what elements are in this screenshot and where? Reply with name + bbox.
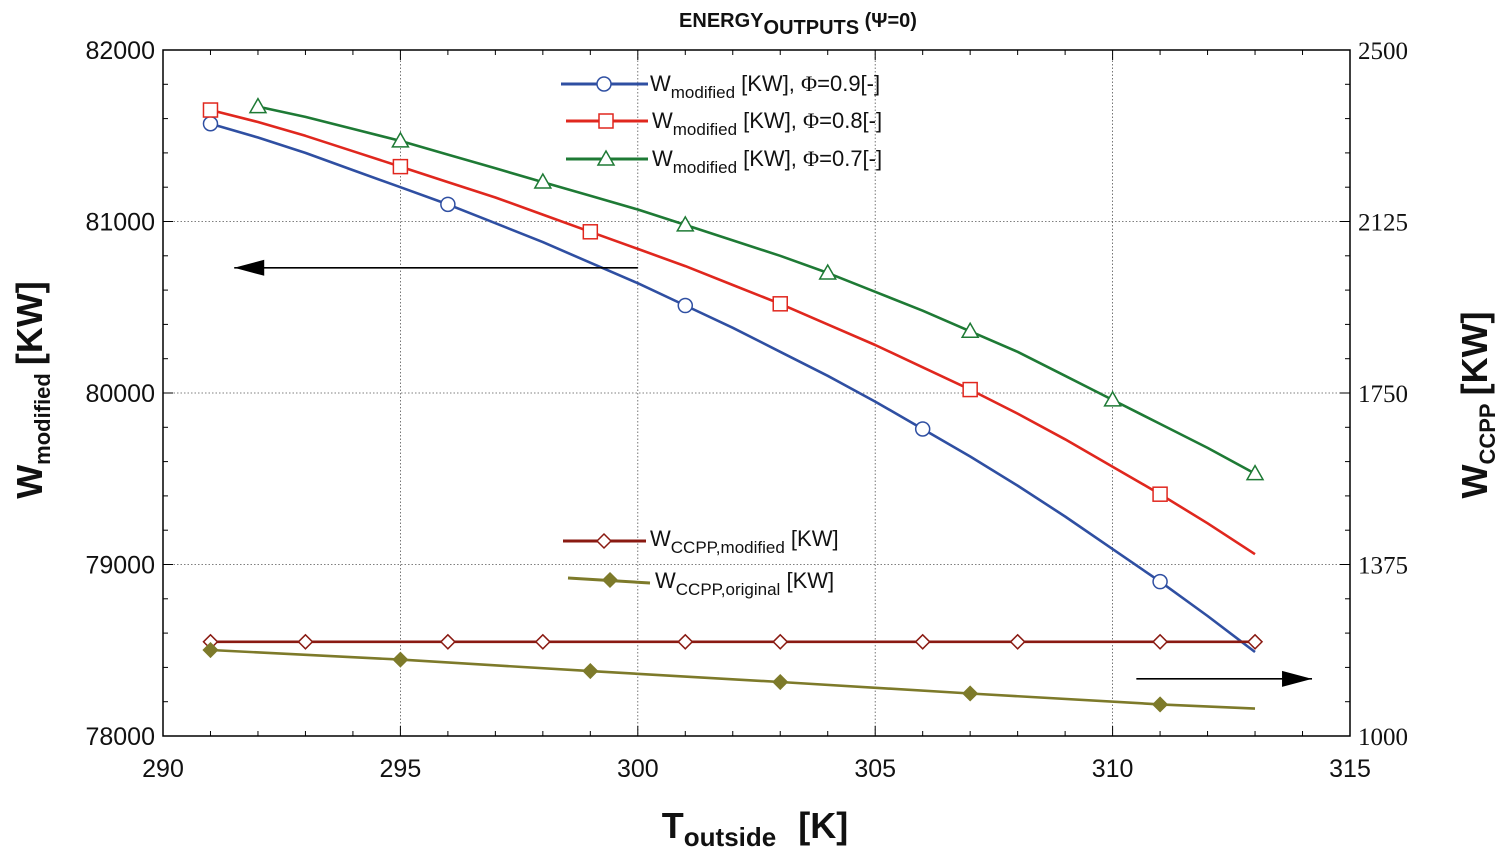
series-square-marker [1152,486,1168,502]
chart-title: ENERGYOUTPUTS (Ψ=0) [679,10,917,39]
axis-arrow-head [1282,670,1313,687]
legend-filled-diamond-marker [601,571,619,589]
series-0 [202,115,1256,654]
left-y-tick-label: 81000 [85,209,155,237]
legend-entry-ccpp-modified: WCCPP,modified [KW] [563,526,839,557]
left-y-axis-label-unit: [KW] [9,281,50,365]
x-tick-label: 290 [142,755,184,783]
series-open-diamond-marker [1152,633,1169,650]
legend-label-phi-09: Wmodified [KW], Φ=0.9[-] [650,71,880,102]
legend-label-phi-07: Wmodified [KW], Φ=0.7[-] [652,146,882,177]
right-y-axis-label-subscript: CCPP [1475,403,1500,464]
series-open-diamond-marker [534,633,551,650]
legend: Wmodified [KW], Φ=0.9[-] Wmodified [KW],… [561,71,882,599]
series-open-diamond-marker [297,633,314,650]
series-line [257,105,1256,475]
x-axis-label-unit: [K] [798,805,848,846]
left-y-tick-label: 79000 [85,552,155,580]
series-triangle-marker [248,97,268,114]
x-axis-label-main: T [662,805,684,846]
x-tick-label: 315 [1329,755,1371,783]
legend-entry-phi-09: Wmodified [KW], Φ=0.9[-] [561,71,880,102]
tick-marks: 290 295 300 305 310 315 78000 79000 80000 81000 82… [85,37,1408,783]
series-triangle-marker [533,172,553,189]
chart-title-subscript: OUTPUTS [764,17,860,39]
series-line [210,108,1256,556]
x-tick-label: 310 [1092,755,1134,783]
right-y-tick-label: 1000 [1358,724,1408,751]
axis-arrow-head [234,259,265,276]
series-circle-marker [440,196,456,213]
series-filled-diamond-marker [962,685,979,702]
right-y-axis-label-main: W [1454,465,1495,499]
series-circle-marker [202,115,219,132]
left-y-tick-label: 78000 [85,723,155,751]
series-line [210,648,1256,710]
x-tick-label: 300 [617,755,659,783]
series-square-marker [202,102,219,118]
series-3 [202,633,1264,650]
series-filled-diamond-marker [202,641,219,659]
series-triangle-marker [818,263,838,280]
left-y-axis-label-main: W [9,465,50,499]
series-triangle-marker [391,131,410,148]
legend-triangle-marker [596,149,616,166]
series-line [210,122,1256,654]
legend-entry-phi-07: Wmodified [KW], Φ=0.7[-] [566,146,882,177]
left-y-tick-label: 82000 [85,37,155,65]
right-y-axis-label-unit: [KW] [1454,311,1495,395]
series-layer [202,97,1265,713]
right-y-tick-label: 2125 [1358,210,1408,237]
series-2 [248,97,1265,481]
series-circle-marker [677,297,694,314]
series-filled-diamond-marker [582,662,599,680]
series-circle-marker [914,421,931,437]
series-open-diamond-marker [1009,633,1026,650]
series-open-diamond-marker [677,633,694,650]
x-tick-label: 295 [380,755,422,783]
series-1 [202,102,1256,556]
series-open-diamond-marker [1246,633,1264,650]
right-y-tick-label: 2500 [1358,38,1408,65]
series-square-marker [582,224,599,240]
series-triangle-marker [675,215,695,232]
series-square-marker [772,296,788,312]
legend-label-phi-08: Wmodified [KW], Φ=0.8[-] [652,108,882,139]
left-y-axis-label-subscript: modified [30,373,55,465]
series-triangle-marker [960,321,980,339]
right-y-axis-label: WCCPP [KW] [1454,311,1500,498]
series-filled-diamond-marker [392,651,409,668]
legend-entry-phi-08: Wmodified [KW], Φ=0.8[-] [566,108,882,139]
x-axis-label-subscript: outside [684,822,776,852]
legend-open-diamond-marker [595,532,613,550]
chart-title-main: ENERGY [679,10,764,32]
series-triangle-marker [1103,390,1122,407]
series-filled-diamond-marker [772,673,789,691]
series-open-diamond-marker [772,633,789,650]
series-triangle-marker [1245,464,1265,481]
legend-label-ccpp-modified: WCCPP,modified [KW] [650,526,839,557]
series-square-marker [392,158,409,175]
series-open-diamond-marker [914,633,931,650]
x-tick-label: 305 [854,755,896,783]
chart-title-tail: (Ψ=0) [859,10,917,32]
series-circle-marker [1152,573,1168,590]
series-filled-diamond-marker [1152,696,1169,713]
right-y-tick-label: 1375 [1358,553,1408,580]
series-4 [202,641,1256,713]
legend-square-marker [598,113,614,129]
series-square-marker [962,381,978,398]
x-axis-label: Toutside [K] [662,805,848,852]
left-y-axis-label: Wmodified [KW] [9,281,55,499]
legend-circle-marker [596,76,612,92]
left-y-tick-label: 80000 [85,380,155,408]
axis-arrows [234,259,1313,687]
right-y-tick-label: 1750 [1358,381,1408,408]
series-open-diamond-marker [439,633,456,650]
legend-label-ccpp-original: WCCPP,original [KW] [655,568,834,599]
legend-entry-ccpp-original: WCCPP,original [KW] [567,568,834,599]
